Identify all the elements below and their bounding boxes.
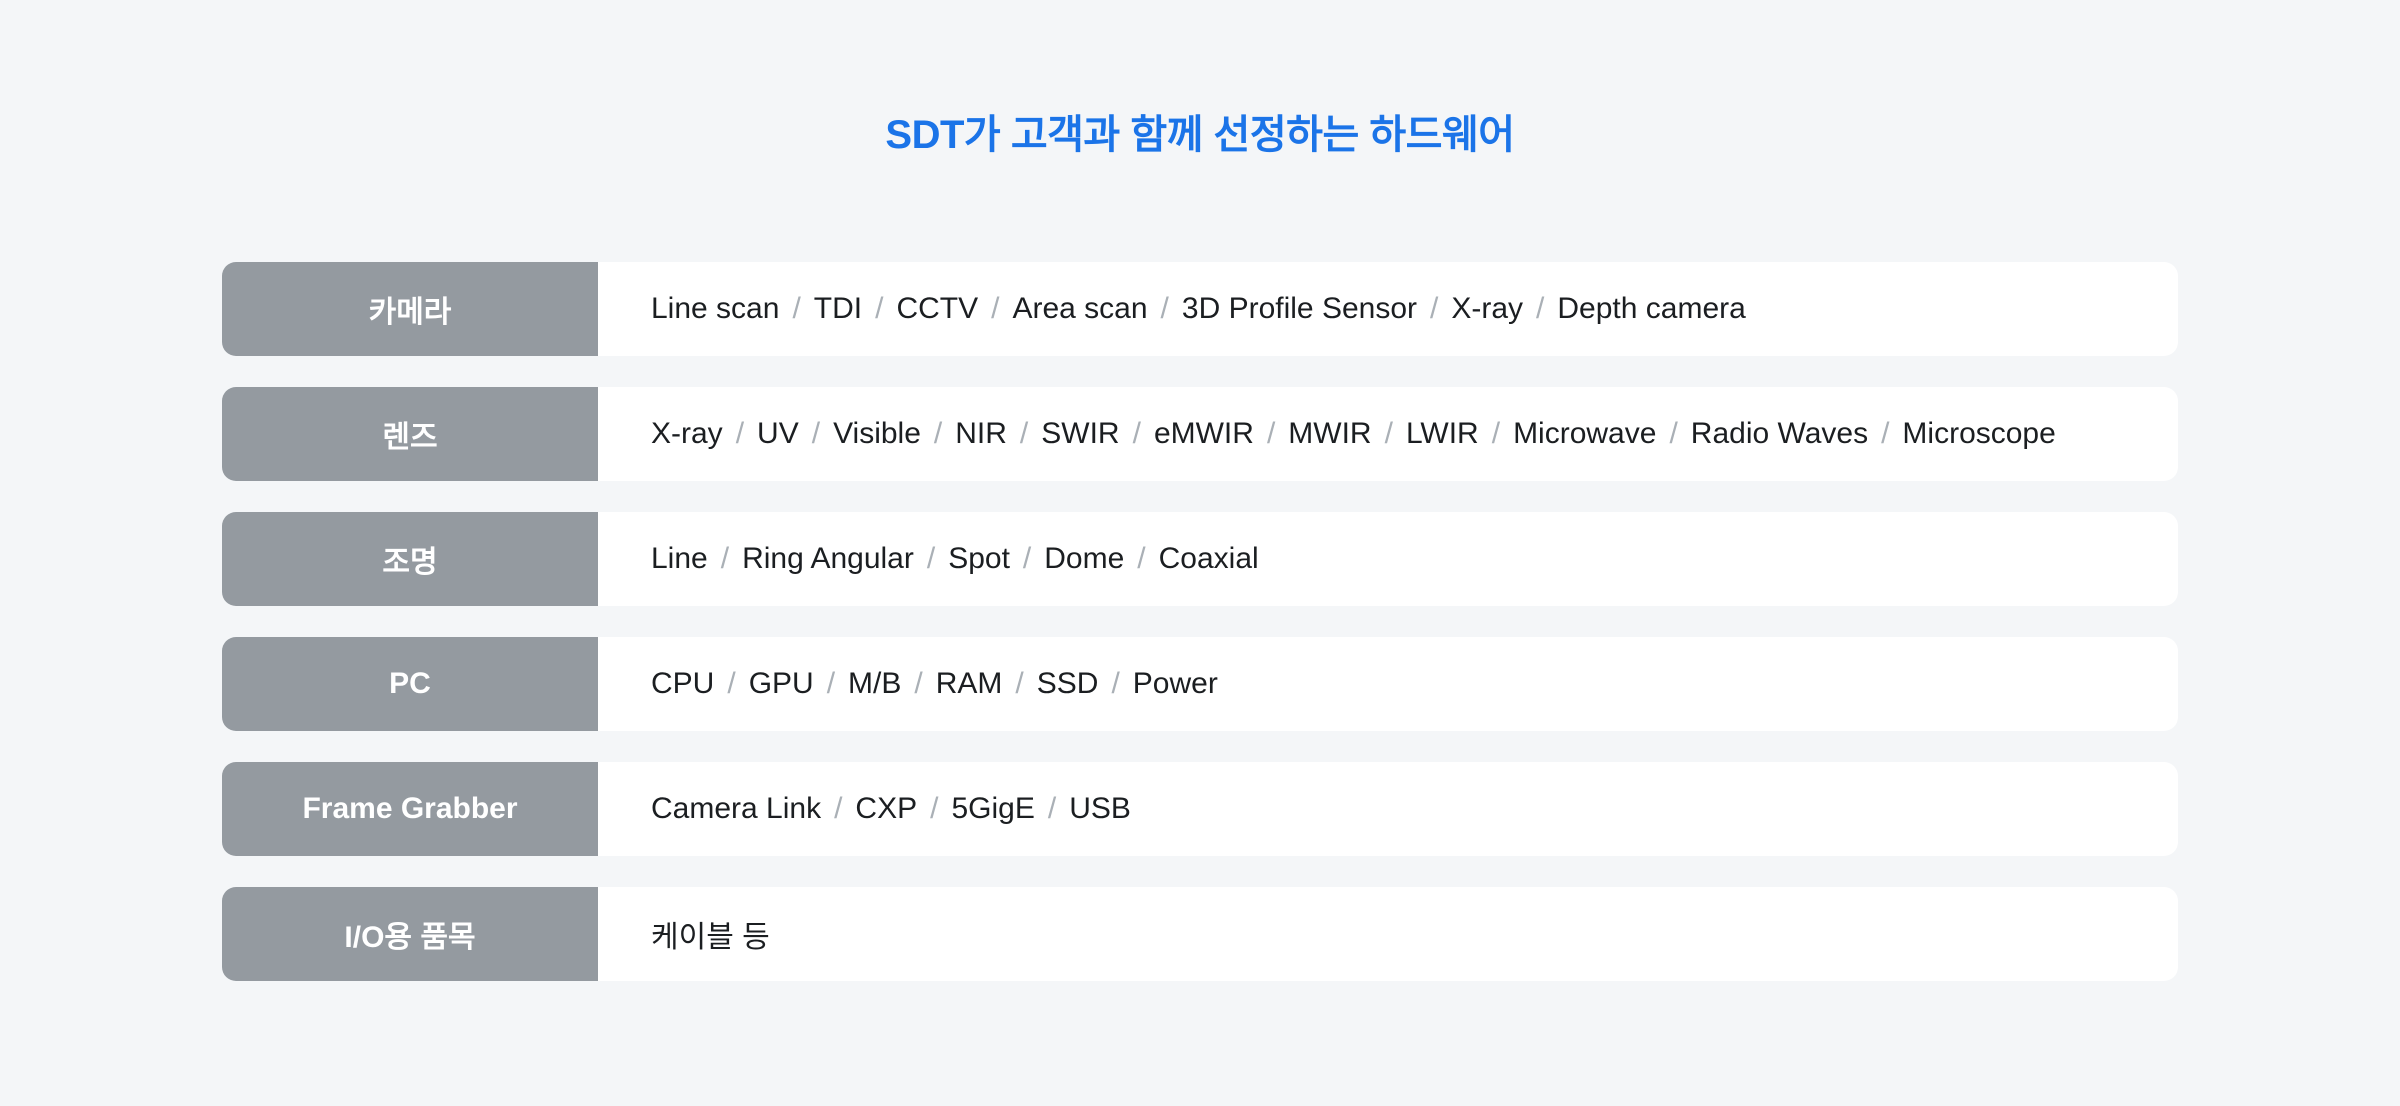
separator-slash: / [720,542,730,575]
row-item: NIR [955,417,1007,450]
row-item: MWIR [1288,417,1372,450]
separator-slash: / [811,417,821,450]
table-row-3: PC CPU / GPU / M/B / RAM / SSD / Power [222,637,2178,731]
row-item: TDI [813,292,863,325]
separator-slash: / [826,667,836,700]
separator-slash: / [1047,792,1057,825]
separator-slash: / [834,792,843,825]
separator-slash: / [1881,417,1890,450]
row-content: Line / Ring Angular / Spot / Dome / Coaxial [598,512,2178,606]
separator-slash: / [1491,417,1501,450]
row-item: CPU [651,667,715,700]
row-item: USB [1069,792,1131,825]
separator-slash: / [991,292,1000,325]
separator-slash: / [1019,417,1029,450]
row-item: CXP [855,792,918,825]
separator-slash: / [1669,417,1678,450]
separator-slash: / [1430,292,1439,325]
row-item: SSD [1036,667,1099,700]
row-content: Camera Link / CXP / 5GigE / USB [598,762,2178,856]
row-item: Microwave [1513,417,1657,450]
table-row-5: I/O용 품목 케이블 등 [222,887,2178,981]
separator-slash: / [930,792,939,825]
row-item: Depth camera [1557,292,1746,325]
row-item: eMWIR [1153,417,1254,450]
row-label: I/O용 품목 [222,887,598,981]
row-item: LWIR [1405,417,1479,450]
row-content: X-ray / UV / Visible / NIR / SWIR / eMWIR / MWIR / LWI… [598,387,2178,481]
row-item: GPU [748,667,814,700]
row-item: X-ray [1451,292,1524,325]
separator-slash: / [1266,417,1276,450]
row-item: RAM [935,667,1003,700]
row-item: 케이블 등 [651,921,770,954]
table-row-2: 조명 Line / Ring Angular / Spot / Dome / Coaxial [222,512,2178,606]
table-row-1: 렌즈 X-ray / UV / Visible / NIR / SWIR / eMWIR / MWIR /… [222,387,2178,481]
row-item: Ring Angular [742,542,914,575]
table-row-4: Frame Grabber Camera Link / CXP / 5GigE / USB [222,762,2178,856]
row-item: SWIR [1041,417,1120,450]
separator-slash: / [1111,667,1120,700]
row-item: Power [1132,667,1218,700]
row-item: Visible [833,417,921,450]
separator-slash: / [1132,417,1141,450]
row-item: 3D Profile Sensor [1181,292,1417,325]
page-title: SDT가 고객과 함께 선정하는 하드웨어 [885,113,1515,157]
separator-slash: / [1536,292,1545,325]
row-item: Radio Waves [1690,417,1869,450]
row-label: 카메라 [222,262,598,356]
row-content: 케이블 등 [598,887,2178,981]
row-content: CPU / GPU / M/B / RAM / SSD / Power [598,637,2178,731]
row-item: Coaxial [1158,542,1259,575]
row-item: Area scan [1012,292,1148,325]
separator-slash: / [1160,292,1169,325]
separator-slash: / [1015,667,1024,700]
separator-slash: / [1384,417,1393,450]
separator-slash: / [933,417,943,450]
row-item: Dome [1044,542,1125,575]
separator-slash: / [1137,542,1146,575]
row-label: 조명 [222,512,598,606]
row-item: UV [757,417,799,450]
row-item: 5GigE [951,792,1035,825]
row-item: Spot [948,542,1010,575]
separator-slash: / [727,667,736,700]
row-item: Camera Link [651,792,822,825]
row-content: Line scan / TDI / CCTV / Area scan / 3D Profile … [598,262,2178,356]
row-item: Line scan [651,292,780,325]
separator-slash: / [914,667,923,700]
row-label: 렌즈 [222,387,598,481]
separator-slash: / [926,542,936,575]
separator-slash: / [875,292,884,325]
row-item: Microscope [1902,417,2056,450]
separator-slash: / [735,417,745,450]
row-item: CCTV [896,292,979,325]
row-item: X-ray [651,417,723,450]
row-label: Frame Grabber [222,762,598,856]
row-label: PC [222,637,598,731]
table-row-0: 카메라 Line scan / TDI / CCTV / Area scan / 3D Prof… [222,262,2178,356]
separator-slash: / [792,292,801,325]
separator-slash: / [1022,542,1032,575]
row-item: M/B [848,667,902,700]
row-item: Line [651,542,708,575]
hardware-selection-table: 카메라 Line scan / TDI / CCTV / Area scan / 3D Prof… [222,262,2178,981]
